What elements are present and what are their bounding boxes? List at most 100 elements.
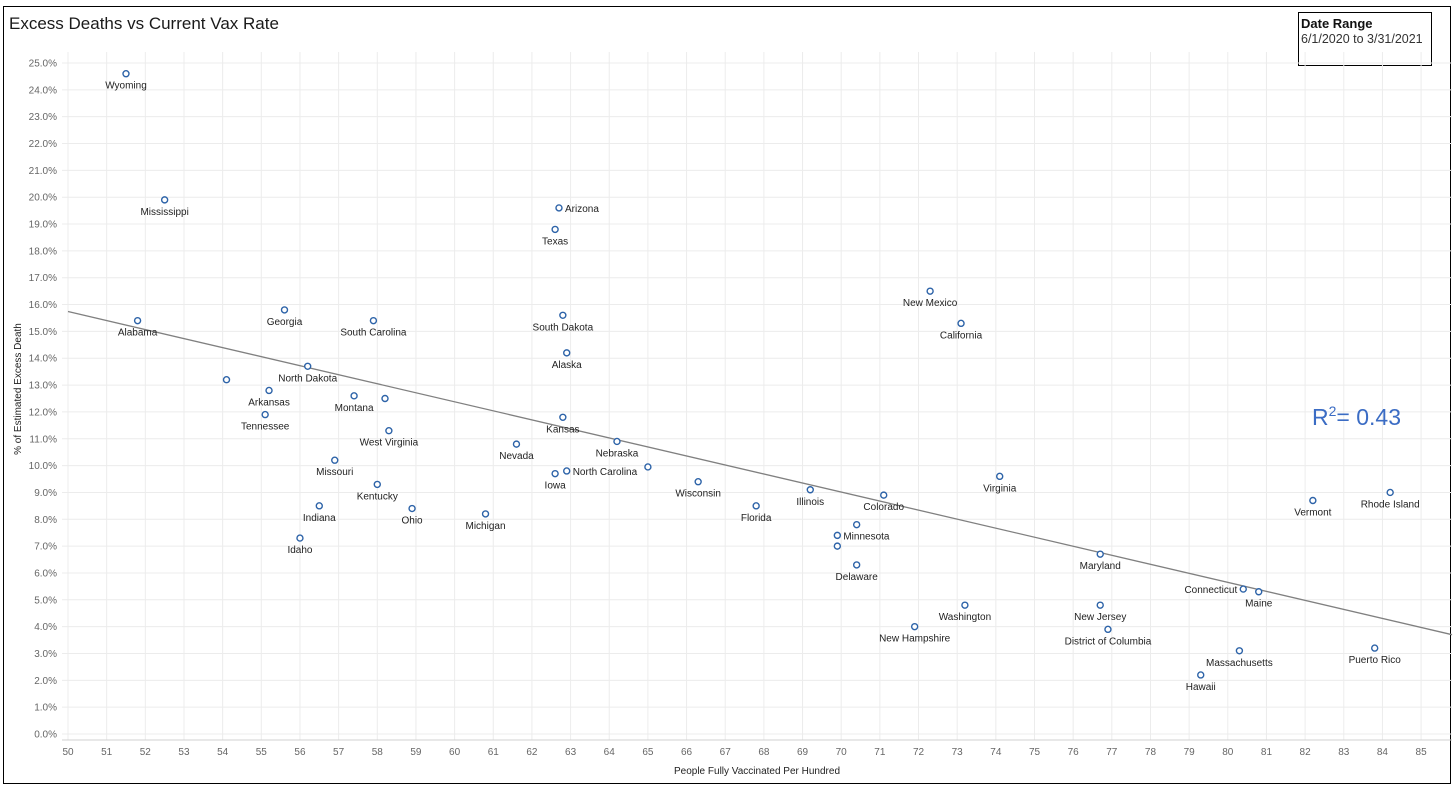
data-point [752,502,760,510]
data-point [806,486,814,494]
chart-title: Excess Deaths vs Current Vax Rate [9,14,279,33]
data-point [373,480,381,489]
x-tick-label: 60 [449,747,461,758]
point-label: Indiana [303,513,336,524]
point-label: California [940,330,983,341]
y-axis-ticks: 0.0% 1.0% 2.0% 3.0% 4.0% 5.0% 6.0% 7.0% 8.0% 9.0%… [29,59,57,741]
y-tick-label: 6.0% [34,568,57,579]
x-tick-label: 73 [952,747,964,758]
y-tick-label: 21.0% [29,166,57,177]
point-label: Minnesota [843,531,890,542]
data-point [408,504,416,513]
y-axis-title: % of Estimated Excess Death [13,323,24,455]
data-point [1371,644,1379,652]
r2-value: = 0.43 [1336,404,1401,430]
point-label: North Carolina [573,467,638,478]
y-tick-label: 13.0% [29,381,57,392]
data-point [694,478,702,486]
data-point [644,463,652,471]
x-tick-label: 53 [178,747,190,758]
data-point [1104,625,1112,634]
x-tick-label: 61 [488,747,500,758]
data-point [1197,671,1205,679]
data-point [1235,647,1244,655]
x-tick-label: 69 [797,747,809,758]
x-tick-label: 54 [217,747,229,758]
point-label: Arkansas [248,397,290,408]
y-tick-label: 5.0% [34,595,57,606]
data-point [551,469,559,478]
data-point [315,502,323,510]
data-point [926,287,934,295]
x-tick-label: 85 [1416,747,1428,758]
date-range-label: Date Range [1301,16,1373,31]
point-label: West Virginia [360,438,419,449]
data-point [852,561,861,569]
x-tick-label: 84 [1377,747,1389,758]
point-label: Connecticut [1184,585,1237,596]
r2-superscript: 2 [1329,403,1337,419]
y-tick-label: 16.0% [29,300,57,311]
data-point [512,440,521,448]
point-label: Alaska [552,360,582,371]
x-tick-label: 52 [140,747,152,758]
data-point [160,196,169,204]
y-tick-label: 15.0% [29,327,57,338]
point-label: Missouri [316,467,353,478]
data-point [551,225,559,234]
x-tick-label: 56 [294,747,306,758]
point-label: Virginia [983,483,1017,494]
point-label: Idaho [287,545,312,556]
data-point [613,437,621,446]
data-point [880,491,888,499]
point-label: Wisconsin [675,489,721,500]
point-label: Rhode Island [1361,499,1420,510]
point-label: New Hampshire [879,634,951,645]
point-label: Montana [335,403,374,414]
point-label: Texas [542,236,568,247]
y-tick-label: 7.0% [34,542,57,553]
x-tick-label: 68 [758,747,770,758]
point-label: Washington [939,612,991,623]
x-tick-label: 55 [256,747,268,758]
point-label: Arizona [565,204,599,215]
data-point [961,601,969,609]
data-point [1255,588,1263,596]
point-label: Vermont [1294,507,1331,518]
x-tick-label: 67 [720,747,732,758]
point-label: Hawaii [1186,682,1216,693]
y-tick-label: 1.0% [34,703,57,714]
y-tick-label: 0.0% [34,730,57,741]
data-point [261,410,269,419]
point-label: Mississippi [140,207,188,218]
x-tick-label: 83 [1338,747,1350,758]
x-tick-label: 79 [1184,747,1196,758]
data-point [559,311,567,319]
x-tick-label: 66 [681,747,693,758]
data-point [280,306,289,314]
y-tick-label: 14.0% [29,354,57,365]
x-tick-label: 81 [1261,747,1273,758]
data-point [852,520,861,529]
data-point [1096,601,1104,609]
point-labels: Wyoming Mississippi Alabama Arizona Texas Geo… [105,81,1419,693]
data-point [1309,496,1317,505]
x-tick-label: 59 [410,747,422,758]
chart-frame [3,6,1451,784]
x-tick-label: 75 [1029,747,1041,758]
x-tick-label: 74 [990,747,1002,758]
data-point [1239,585,1247,593]
y-tick-label: 19.0% [29,220,57,231]
data-point [1386,488,1394,497]
data-point [303,362,312,370]
y-tick-label: 23.0% [29,112,57,123]
r-squared-annotation: R2= 0.43 [1312,403,1401,430]
point-label: Nevada [499,451,534,462]
y-tick-label: 25.0% [29,59,57,70]
point-label: Georgia [267,317,303,328]
data-point [833,542,842,550]
y-tick-label: 18.0% [29,246,57,257]
point-label: Florida [741,513,772,524]
point-label: South Carolina [340,328,407,339]
